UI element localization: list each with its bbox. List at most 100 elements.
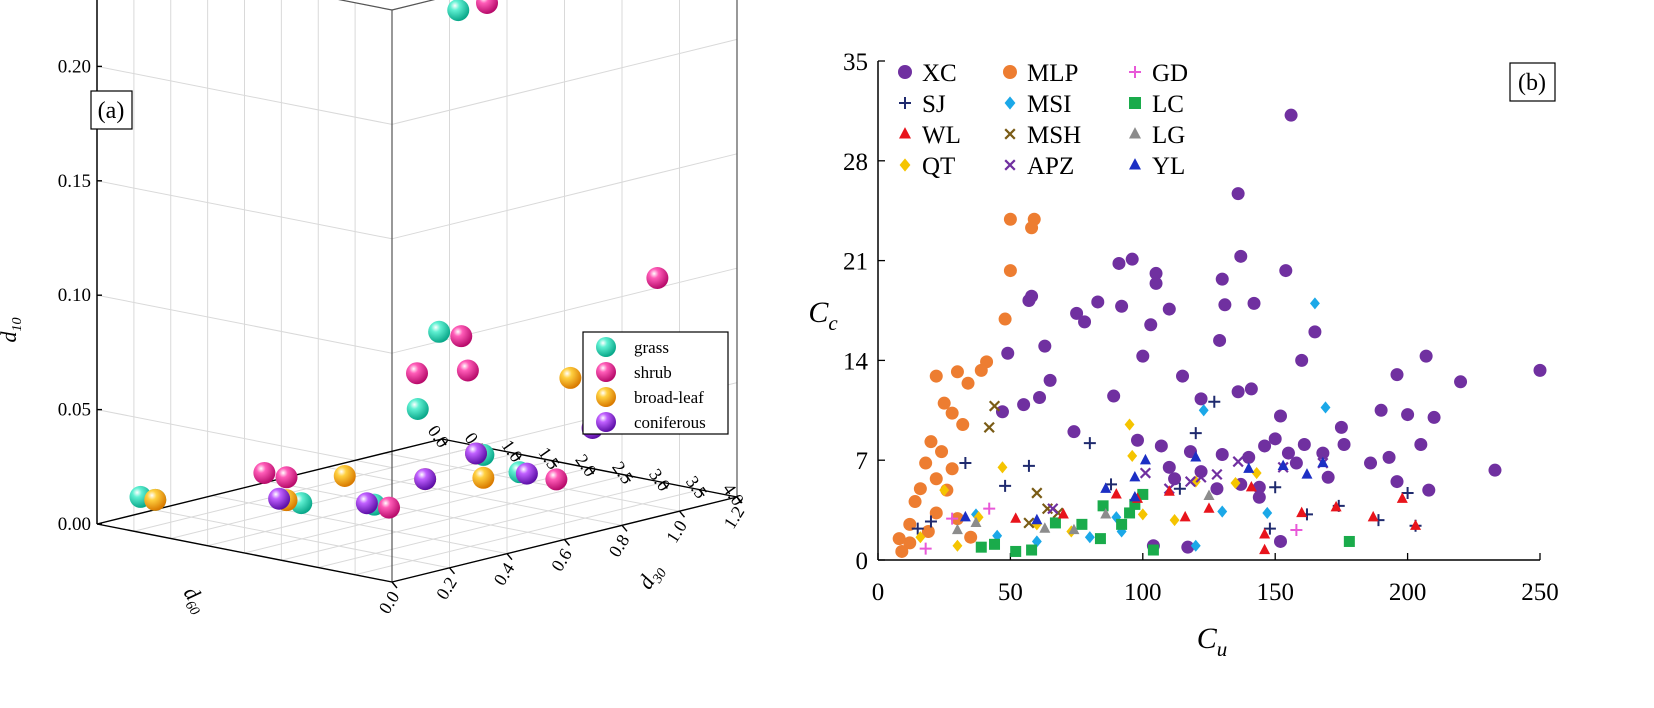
point-shrub — [476, 0, 498, 14]
point-wl — [1296, 506, 1308, 518]
point-yl — [1317, 456, 1329, 468]
point-qt — [997, 461, 1008, 474]
y-tick-mark — [391, 581, 398, 589]
point-xc — [1176, 369, 1190, 383]
legend-marker-msi — [1004, 96, 1016, 110]
point-xc — [1488, 463, 1502, 477]
point-msh — [1031, 487, 1043, 499]
point-mlp — [1003, 212, 1017, 226]
legend-label-lg: LG — [1152, 122, 1185, 149]
point-xc — [995, 405, 1009, 419]
point-yl — [1031, 513, 1043, 525]
point-lg — [1039, 522, 1051, 533]
point-xc — [1281, 446, 1295, 460]
legend-label-gd: GD — [1152, 60, 1188, 87]
point-mlp — [921, 524, 935, 538]
legend-item-mlp: MLP — [1003, 60, 1078, 87]
point-xc — [1149, 276, 1163, 290]
point-xc — [1136, 349, 1150, 363]
point-shrub — [456, 359, 479, 382]
point-yl — [1129, 470, 1141, 482]
point-shrub — [378, 496, 400, 519]
point-apz — [1139, 467, 1152, 479]
point-lc — [989, 538, 1001, 550]
point-sj — [911, 522, 924, 535]
point-shrub — [406, 362, 428, 385]
point-gd — [1290, 524, 1303, 537]
z-tick-label: 0.20 — [58, 56, 91, 77]
point-xc — [1273, 409, 1287, 423]
point-yl — [1190, 451, 1202, 462]
point-xc — [1247, 296, 1261, 310]
point-qt — [973, 511, 984, 524]
point-xc — [1273, 534, 1287, 548]
x-tick-mark — [515, 453, 521, 460]
point-qt — [952, 539, 963, 552]
point-shrub — [450, 325, 473, 348]
point-xc — [1001, 346, 1015, 360]
y-tick-label-b: 0 — [856, 548, 869, 575]
legend-item-qt: QT — [899, 153, 955, 180]
panel-a-points — [129, 0, 698, 519]
point-sj — [1208, 395, 1221, 408]
point-xc — [1043, 373, 1057, 387]
point-msi — [1190, 539, 1201, 552]
panel-b-y-axis-label: Cc — [808, 296, 838, 335]
point-lc — [1097, 500, 1109, 512]
point-msi — [1084, 531, 1095, 544]
point-lc — [1129, 498, 1141, 510]
point-yl — [959, 510, 971, 522]
grid-line — [154, 509, 450, 569]
x-axis-line — [96, 523, 393, 583]
x-tick-mark — [699, 489, 705, 497]
point-mlp — [892, 532, 906, 546]
point-mlp — [929, 369, 943, 383]
point-xc — [1231, 187, 1245, 201]
point-mlp — [919, 456, 933, 470]
point-mlp — [929, 506, 943, 520]
legend-item-sj: SJ — [899, 91, 946, 118]
z-tick-label: 0.05 — [58, 400, 91, 421]
point-xc — [1244, 382, 1258, 396]
z-tick-label: 0.00 — [58, 514, 91, 535]
point-xc — [1091, 295, 1105, 309]
legend-label-msh: MSH — [1027, 122, 1081, 149]
point-yl — [1129, 490, 1141, 502]
x-tick-label-b: 100 — [1124, 579, 1162, 606]
point-xc — [1258, 439, 1272, 453]
point-msh — [1023, 517, 1035, 529]
point-xc — [1107, 389, 1121, 403]
legend-item-yl: YL — [1129, 153, 1185, 180]
point-qt — [915, 531, 926, 544]
point-xc — [1279, 264, 1293, 278]
point-lc — [1010, 545, 1022, 557]
point-msi — [992, 529, 1003, 542]
point-lc — [1094, 533, 1106, 545]
point-mlp — [937, 396, 951, 410]
panel-a-label-box — [90, 90, 133, 130]
point-coniferous — [414, 468, 437, 491]
point-apz — [1211, 468, 1223, 481]
y-tick-label: 0.6 — [547, 545, 576, 575]
x-tick-mark — [588, 467, 595, 475]
grid-line — [391, 38, 738, 125]
point-xc — [1374, 403, 1388, 417]
grid-line — [96, 180, 393, 240]
panel-a-legend: grass shrub broad-leaf coniferous — [582, 331, 729, 435]
legend-label-xc: XC — [922, 60, 957, 87]
y-axis-label-sub-b: c — [828, 311, 838, 335]
grid-line — [391, 153, 738, 240]
point-shrub — [275, 466, 298, 489]
point-xc — [1289, 456, 1303, 470]
panel-a-y-axis-label: d30 — [632, 566, 670, 593]
y-tick-label-b: 35 — [843, 49, 868, 76]
legend-marker-apz — [1004, 159, 1016, 171]
point-wl — [1330, 500, 1342, 512]
x-tick-label-b: 200 — [1389, 579, 1427, 606]
point-msh — [983, 421, 995, 433]
point-coniferous — [465, 442, 487, 465]
point-xc — [1112, 256, 1126, 270]
panel-b-x-axis-label: Cu — [1197, 622, 1228, 661]
panel-a-x-axis-label: d60 — [179, 581, 206, 618]
point-lg — [1100, 508, 1112, 519]
